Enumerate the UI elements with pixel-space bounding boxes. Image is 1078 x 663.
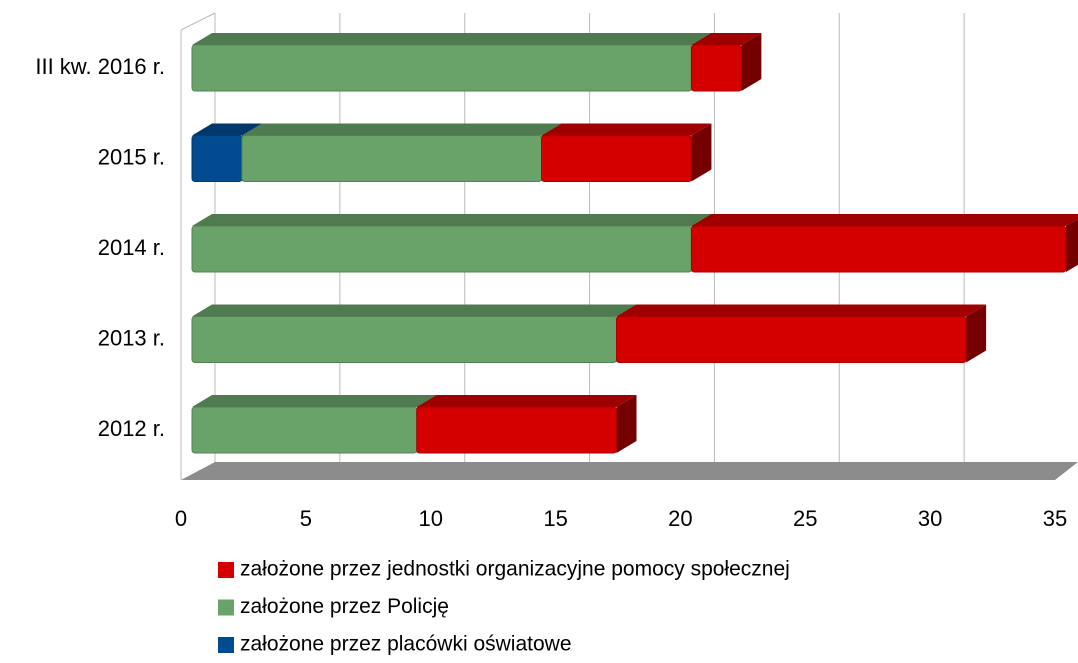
legend-label: założone przez jednostki organizacyjne p… — [240, 558, 790, 581]
bar — [541, 135, 692, 182]
bar-top — [192, 395, 437, 407]
bar-top — [192, 214, 712, 226]
bar-top — [416, 395, 637, 407]
y-tick-label: 2013 r. — [98, 325, 165, 350]
bar — [191, 406, 418, 454]
bar — [191, 316, 618, 363]
bar — [191, 44, 692, 92]
x-tick-label: 0 — [175, 506, 187, 531]
x-tick-label: 20 — [668, 506, 692, 531]
x-tick-label: 25 — [793, 506, 817, 531]
x-tick-label: 30 — [918, 506, 942, 531]
legend-swatch — [218, 599, 234, 616]
legend-label: założone przez placówki oświatowe — [240, 633, 572, 656]
legend-label: założone przez Policję — [240, 595, 449, 618]
bar — [616, 316, 967, 363]
bar-top — [691, 33, 762, 45]
bar — [690, 44, 742, 92]
bar — [690, 225, 1067, 273]
legend-swatch — [218, 562, 234, 578]
bar-top — [192, 33, 712, 45]
bar-side — [1066, 218, 1078, 272]
y-tick-label: 2012 r. — [98, 416, 165, 441]
y-tick-label: 2015 r. — [98, 144, 165, 169]
bar-side — [616, 395, 637, 453]
bar-side — [741, 33, 762, 91]
bar-top — [616, 304, 987, 317]
y-tick-label: III kw. 2016 r. — [35, 54, 165, 79]
bar-top — [541, 123, 712, 136]
bar-top — [192, 304, 637, 317]
y-tick-label: 2014 r. — [98, 235, 165, 260]
floor — [181, 462, 1078, 480]
x-tick-label: 10 — [418, 506, 442, 531]
bar-side — [966, 304, 987, 363]
x-tick-label: 35 — [1043, 506, 1067, 531]
bar — [191, 135, 243, 182]
bar — [191, 225, 692, 273]
bar-top — [241, 123, 562, 136]
bar — [241, 135, 543, 182]
bar — [416, 406, 618, 454]
x-tick-label: 15 — [543, 506, 567, 531]
bar-side — [691, 123, 712, 182]
x-tick-label: 5 — [300, 506, 312, 531]
back-wall-edge — [180, 12, 216, 31]
bar-top — [691, 214, 1078, 226]
bar-top — [192, 123, 262, 136]
legend-swatch — [218, 637, 234, 653]
